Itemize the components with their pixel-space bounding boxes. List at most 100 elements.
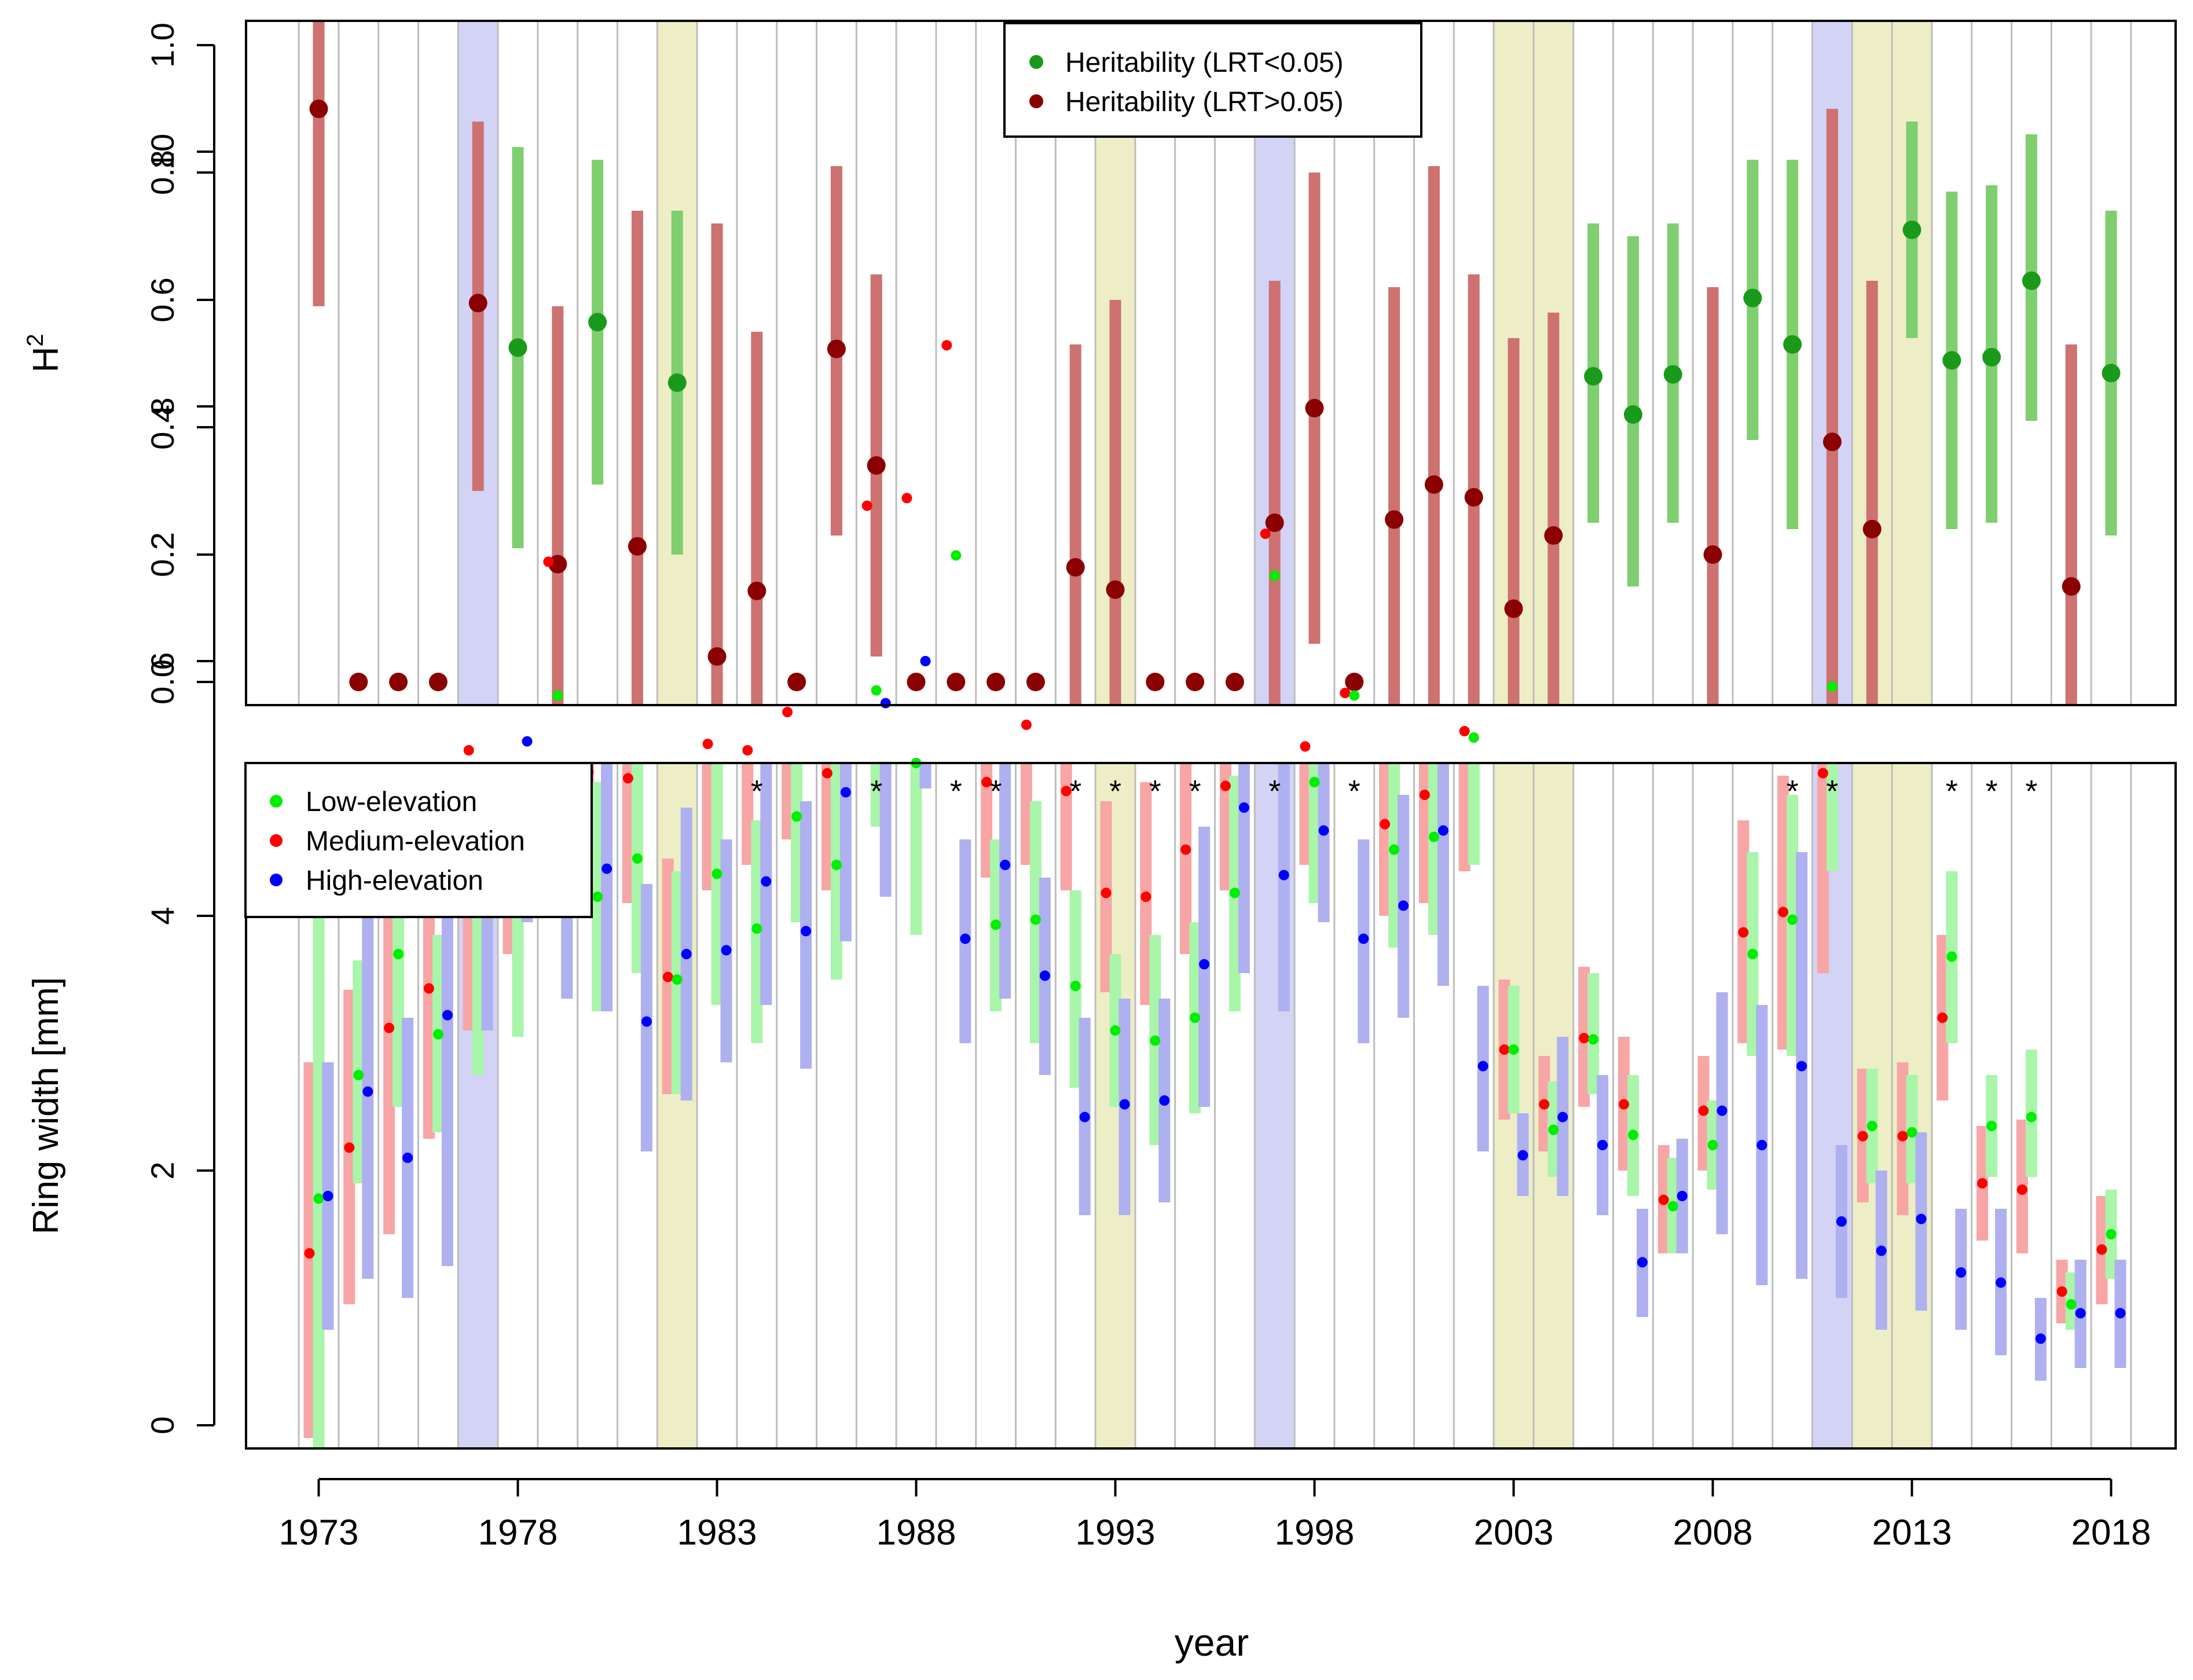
top-y-axis-label-main: H <box>26 347 66 373</box>
ring-width-point <box>1827 681 1838 692</box>
significance-asterisk: * <box>1149 774 1161 809</box>
heritability-point <box>508 338 527 357</box>
ring-width-point <box>1269 570 1280 581</box>
ring-width-point <box>1946 951 1957 962</box>
x-axis-label: year <box>1175 1621 1249 1664</box>
ring-width-point <box>672 974 683 985</box>
heritability-point <box>428 673 448 691</box>
ring-width-ci-bar <box>631 763 643 973</box>
ring-width-point <box>1499 1044 1510 1055</box>
ring-width-point <box>1199 959 1210 970</box>
ring-width-point <box>442 1010 453 1021</box>
x-tick-label: 2003 <box>1474 1513 1554 1553</box>
ring-width-point <box>1717 1105 1728 1116</box>
ring-width-point <box>1977 1178 1988 1189</box>
ring-width-ci-bar <box>1388 763 1400 948</box>
x-tick-label: 2018 <box>2071 1513 2151 1553</box>
ring-width-point <box>822 768 833 779</box>
ring-width-point <box>712 868 723 879</box>
ring-width-point <box>1937 1013 1948 1023</box>
ring-width-ci-bar <box>919 763 932 788</box>
ring-width-ci-bar <box>313 814 325 1448</box>
ring-width-ci-bar <box>879 763 892 897</box>
ring-width-point <box>2075 1308 2086 1319</box>
ring-width-ci-bar <box>423 859 435 1139</box>
ring-width-point <box>543 556 554 567</box>
ring-width-point <box>393 949 404 959</box>
bottom-legend-marker-low <box>270 795 283 808</box>
ring-width-point <box>1627 1129 1638 1140</box>
ring-width-point <box>1658 1194 1669 1205</box>
x-tick-label: 1998 <box>1275 1513 1355 1553</box>
ring-width-point <box>384 1022 395 1033</box>
heritability-point <box>1544 526 1563 545</box>
top-y-axis-label-superscript: 2 <box>23 333 48 346</box>
ring-width-ci-bar <box>1180 763 1192 954</box>
ring-width-ci-bar <box>782 763 794 839</box>
ring-width-point <box>592 892 603 902</box>
ring-width-ci-bar <box>1428 763 1440 935</box>
ring-width-point <box>1150 1035 1161 1046</box>
plot-frame <box>245 20 2177 706</box>
ring-width-point <box>1070 981 1081 991</box>
heritability-ci-bar <box>1428 166 1440 705</box>
ring-width-ci-bar <box>1219 763 1231 890</box>
heritability-point <box>1385 510 1404 529</box>
heritability-point <box>389 673 408 691</box>
heritability-point <box>1026 673 1045 691</box>
heritability-point <box>1862 520 1882 538</box>
ring-width-point <box>840 787 851 798</box>
significance-asterisk: * <box>1826 774 1838 809</box>
x-tick-label: 1993 <box>1076 1513 1156 1553</box>
heritability-point <box>1464 488 1483 507</box>
heritability-point <box>1066 558 1085 577</box>
bottom-y-tick-label: 0 <box>144 1416 181 1434</box>
ring-width-point <box>1836 1216 1847 1227</box>
heritability-point <box>1902 221 1921 239</box>
ring-width-point <box>522 736 533 747</box>
top-legend-label-nonsignificant: Heritability (LRT>0.05) <box>1065 87 1344 118</box>
top-y-tick-label: 0.6 <box>144 277 181 322</box>
heritability-point <box>1106 580 1125 599</box>
ring-width-ci-bar <box>702 763 714 890</box>
ring-width-ci-bar <box>999 763 1011 999</box>
ring-width-ci-bar <box>711 763 723 1005</box>
ring-width-point <box>801 926 812 937</box>
x-tick-label: 2008 <box>1673 1513 1753 1553</box>
ring-width-point <box>981 777 992 787</box>
heritability-ci-bar <box>711 223 723 705</box>
top-legend-label-significant: Heritability (LRT<0.05) <box>1065 47 1344 78</box>
ring-width-point <box>742 745 753 755</box>
plot-frame <box>245 762 2177 1450</box>
ring-width-point <box>791 811 802 822</box>
ring-width-point <box>1796 1061 1807 1072</box>
ring-width-point <box>1190 1013 1201 1023</box>
heritability-point <box>1942 351 1961 370</box>
ring-width-point <box>1459 726 1470 736</box>
ring-width-point <box>2056 1286 2067 1297</box>
ring-width-point <box>1220 780 1231 791</box>
top-legend: Heritability (LRT<0.05) Heritability (LR… <box>1003 22 1422 138</box>
ring-width-point <box>1618 1099 1629 1110</box>
ring-width-point <box>782 707 793 717</box>
ring-width-point <box>831 860 842 870</box>
ring-width-point <box>991 919 1002 930</box>
heritability-point <box>827 339 846 358</box>
heritability-point <box>628 537 647 556</box>
ring-width-point <box>2096 1244 2107 1255</box>
heritability-point <box>1783 335 1802 354</box>
heritability-ci-bar <box>1109 300 1121 705</box>
ring-width-ci-bar <box>1020 763 1032 865</box>
ring-width-point <box>1389 844 1400 855</box>
bottom-y-tick-label: 10 <box>144 134 181 170</box>
heritability-point <box>668 373 687 392</box>
ring-width-ci-bar <box>821 763 833 890</box>
ring-width-point <box>313 1193 324 1204</box>
significance-asterisk: * <box>950 774 962 809</box>
heritability-ci-bar <box>1508 338 1520 705</box>
heritability-point <box>2022 272 2041 290</box>
bottom-legend-box <box>244 762 593 918</box>
ring-width-point <box>1398 900 1409 911</box>
ring-width-ci-bar <box>1437 763 1449 986</box>
